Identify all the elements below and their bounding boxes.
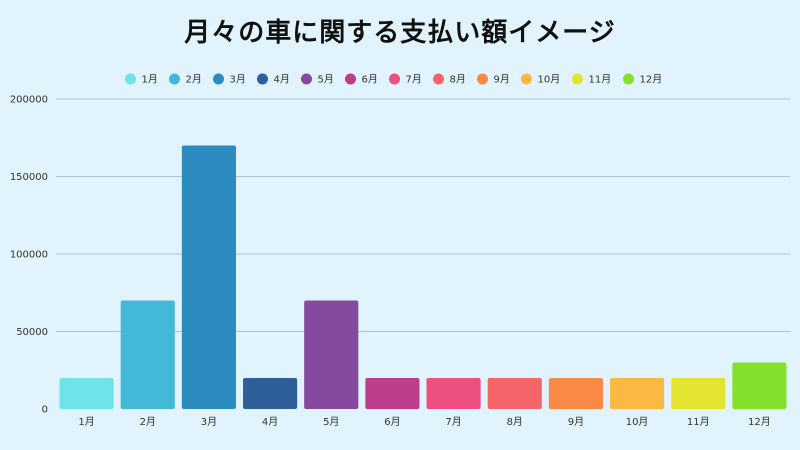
x-tick-label: 12月 bbox=[748, 416, 771, 428]
legend-label: 5月 bbox=[318, 74, 334, 86]
legend-label: 12月 bbox=[640, 74, 663, 86]
bar-2 bbox=[120, 300, 175, 409]
legend-swatch bbox=[345, 73, 356, 85]
legend-label: 3月 bbox=[230, 74, 246, 86]
legend-swatch bbox=[257, 73, 268, 85]
y-axis: 0 50000 100000 150000 200000 bbox=[10, 95, 48, 416]
bar-10 bbox=[610, 378, 665, 409]
legend-label: 11月 bbox=[589, 74, 612, 86]
y-tick-label: 200000 bbox=[10, 95, 48, 106]
x-tick-label: 1月 bbox=[78, 416, 94, 428]
legend-swatch bbox=[301, 73, 312, 85]
bar-3 bbox=[181, 145, 236, 409]
legend-label: 8月 bbox=[450, 74, 466, 86]
y-tick-label: 50000 bbox=[16, 327, 48, 338]
x-tick-label: 5月 bbox=[323, 416, 339, 428]
x-tick-label: 8月 bbox=[507, 416, 523, 428]
legend-swatch bbox=[213, 73, 224, 85]
x-tick-label: 10月 bbox=[626, 416, 649, 428]
bar-9 bbox=[548, 378, 603, 409]
x-tick-label: 4月 bbox=[262, 416, 278, 428]
legend-label: 1月 bbox=[142, 74, 158, 86]
legend-swatch bbox=[433, 73, 444, 85]
bar-6 bbox=[365, 378, 420, 409]
bar-5 bbox=[304, 300, 359, 409]
legend-swatch bbox=[125, 73, 136, 85]
legend-label: 6月 bbox=[362, 74, 378, 86]
bar-7 bbox=[426, 378, 481, 409]
legend-label: 7月 bbox=[406, 74, 422, 86]
legend-swatch bbox=[477, 73, 488, 85]
bars bbox=[59, 145, 787, 409]
legend-swatch bbox=[389, 73, 400, 85]
legend-swatch bbox=[169, 73, 180, 85]
x-tick-label: 7月 bbox=[445, 416, 461, 428]
y-tick-label: 100000 bbox=[10, 250, 48, 261]
legend-label: 2月 bbox=[186, 74, 202, 86]
bar-12 bbox=[732, 362, 787, 409]
gridlines bbox=[56, 98, 790, 332]
chart-title: 月々の車に関する支払い額イメージ bbox=[184, 18, 616, 48]
x-tick-label: 9月 bbox=[568, 416, 584, 428]
legend-swatch bbox=[521, 73, 532, 85]
bar-8 bbox=[487, 378, 542, 409]
bar-11 bbox=[671, 378, 726, 409]
legend: 1月 2月 3月 4月 5月 6月 7月 8月 9月 10月 11月 12月 bbox=[125, 73, 663, 86]
y-tick-label: 150000 bbox=[10, 172, 48, 183]
legend-label: 9月 bbox=[494, 74, 510, 86]
x-axis: 1月 2月 3月 4月 5月 6月 7月 8月 9月 10月 11月 12月 bbox=[78, 416, 770, 428]
x-tick-label: 11月 bbox=[687, 416, 710, 428]
legend-label: 4月 bbox=[274, 74, 290, 86]
bar-4 bbox=[243, 378, 298, 409]
legend-swatch bbox=[572, 73, 583, 85]
y-tick-label: 0 bbox=[42, 405, 48, 416]
x-tick-label: 6月 bbox=[384, 416, 400, 428]
legend-swatch bbox=[623, 73, 634, 85]
x-tick-label: 2月 bbox=[140, 416, 156, 428]
x-tick-label: 3月 bbox=[201, 416, 217, 428]
bar-1 bbox=[59, 378, 114, 409]
legend-label: 10月 bbox=[538, 74, 561, 86]
